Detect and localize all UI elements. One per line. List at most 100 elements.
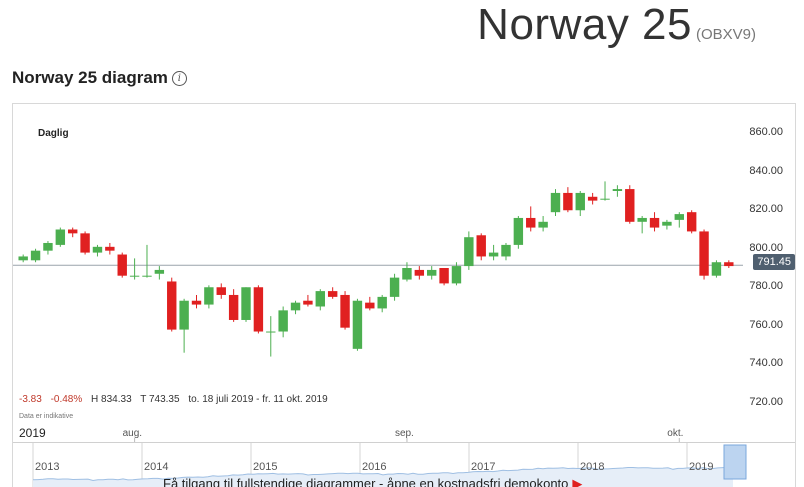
candle-body (43, 242, 53, 251)
candlestick-chart[interactable] (13, 104, 795, 487)
instrument-title: Norway 25 (477, 0, 692, 49)
navigator-year-label: 2017 (471, 461, 496, 473)
candle-body (92, 246, 103, 253)
candle-body (216, 287, 226, 295)
candle-body (538, 221, 548, 228)
navigator-year-label: 2019 (689, 461, 714, 473)
navigator-line (32, 466, 734, 482)
low-value: T 743.35 (140, 394, 180, 405)
period-label: Daglig (38, 128, 69, 139)
candle-body (686, 212, 697, 232)
section-title: Norway 25 diagram i (12, 68, 187, 88)
candle-body (30, 250, 41, 261)
candle-body (315, 291, 325, 307)
year-label: 2019 (19, 426, 46, 440)
candle-body (563, 192, 573, 211)
last-price-tag: 791.45 (753, 254, 795, 270)
candle-body (105, 246, 115, 251)
range-navigator[interactable]: 2013 2014 2015 2016 2017 2018 2019 (13, 442, 795, 487)
candle-body (451, 266, 462, 284)
candle-body (154, 269, 165, 274)
candle-body (117, 254, 127, 276)
navigator-area (33, 467, 733, 487)
x-tick-label: aug. (122, 428, 143, 439)
candle-body (662, 221, 672, 226)
candle-body (290, 302, 301, 311)
candle-body (649, 217, 660, 228)
candle-body (191, 300, 202, 305)
candle-body (80, 233, 90, 253)
candle-body (612, 189, 623, 191)
candle-body (587, 196, 598, 201)
candle-body (526, 217, 536, 228)
candle-body (575, 192, 585, 211)
candle-body (501, 244, 511, 257)
candle-body (513, 217, 524, 245)
navigator-year-label: 2015 (253, 461, 278, 473)
candle-body (365, 302, 375, 309)
navigator-year-label: 2016 (362, 461, 387, 473)
candle-body (18, 256, 28, 261)
chart-container[interactable]: Daglig -3.83 -0.48% H 834.33 T 743.35 to… (12, 103, 796, 487)
page-header: Norway 25 (OBXV9) (477, 0, 756, 50)
y-tick-label: 760.00 (749, 318, 783, 331)
candle-body (724, 262, 734, 267)
indicative-note: Data er indikative (19, 413, 74, 420)
candle-body (266, 331, 276, 333)
candle-body (352, 300, 363, 349)
y-tick-label: 840.00 (749, 164, 783, 177)
candle-body (179, 300, 189, 330)
demo-account-promo[interactable]: Få tilgang til fullstendige diagrammer -… (163, 476, 582, 487)
y-tick-label: 740.00 (749, 357, 783, 370)
promo-text[interactable]: Få tilgang til fullstendige diagrammer -… (163, 476, 569, 487)
y-tick-label: 780.00 (749, 280, 783, 293)
candle-body (711, 262, 722, 276)
x-tick-label: okt. (667, 428, 684, 439)
instrument-ticker: (OBXV9) (695, 26, 756, 43)
candle-body (129, 275, 140, 277)
navigator-series (32, 443, 747, 487)
candle-body (625, 189, 635, 222)
y-tick-label: 820.00 (749, 203, 783, 216)
navigator-year-label: 2013 (35, 461, 60, 473)
candle-body (303, 300, 313, 305)
candle-body (241, 287, 251, 320)
candle-body (167, 281, 177, 330)
candle-body (142, 275, 152, 277)
x-tick-label: sep. (394, 428, 414, 439)
navigator-selection (723, 444, 747, 480)
navigator-year-label: 2014 (144, 461, 169, 473)
candle-body (488, 252, 499, 257)
candle-body (427, 269, 437, 276)
candle-body (402, 268, 412, 280)
candle-body (464, 237, 474, 267)
candle-body (228, 294, 239, 320)
navigator-year-label: 2018 (580, 461, 605, 473)
high-value: H 834.33 (91, 394, 132, 405)
candle-body (600, 198, 610, 200)
date-range: to. 18 juli 2019 - fr. 11 okt. 2019 (188, 394, 328, 405)
candle-body (278, 310, 288, 332)
candle-body (699, 231, 709, 276)
candle-body (414, 269, 425, 276)
candle-body (439, 268, 449, 284)
candle-body (327, 291, 338, 297)
candle-body (55, 229, 66, 245)
y-tick-label: 860.00 (749, 126, 783, 139)
change-pct: -0.48% (50, 394, 83, 405)
candle-body (476, 235, 486, 257)
y-tick-label: 720.00 (749, 395, 783, 408)
info-icon[interactable]: i (171, 71, 187, 86)
candle-body (550, 192, 561, 213)
candle-body (68, 229, 78, 234)
candle-body (637, 217, 647, 222)
candle-body (389, 277, 400, 297)
section-title-text: Norway 25 diagram (12, 68, 168, 87)
arrow-right-icon: ▶ (572, 476, 583, 487)
candle-body (204, 287, 214, 305)
y-tick-label: 800.00 (749, 241, 783, 254)
candle-body (674, 214, 684, 220)
change-abs: -3.83 (19, 394, 42, 405)
candle-body (253, 287, 264, 332)
candle-body (377, 296, 387, 309)
